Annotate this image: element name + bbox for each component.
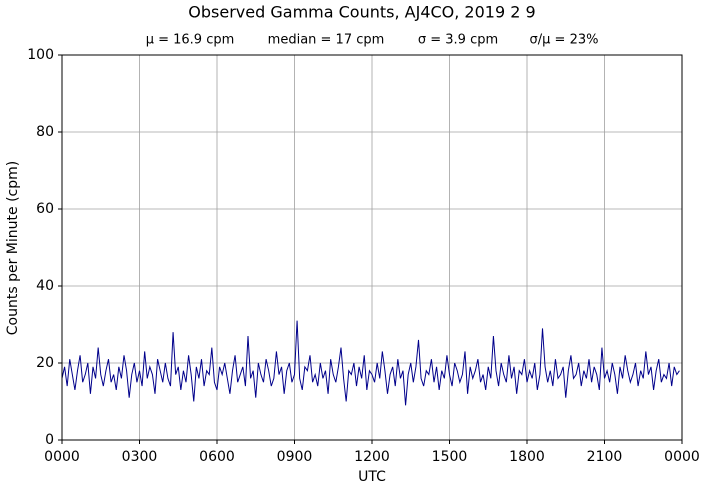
y-tick-label: 20 bbox=[36, 355, 54, 371]
x-axis-label: UTC bbox=[358, 469, 386, 485]
stat-ratio: σ/μ = 23% bbox=[530, 33, 599, 48]
plot-frame bbox=[61, 54, 683, 441]
x-tick-label: 0900 bbox=[277, 449, 313, 465]
x-tick-label: 0000 bbox=[664, 449, 700, 465]
stat-mean: μ = 16.9 cpm bbox=[146, 33, 235, 48]
y-tick-label: 40 bbox=[36, 278, 54, 294]
data-line bbox=[61, 320, 680, 406]
y-tick-label: 0 bbox=[45, 432, 54, 448]
y-tick-label: 100 bbox=[27, 47, 54, 63]
y-tick-label: 80 bbox=[36, 124, 54, 140]
x-tick-label: 2100 bbox=[587, 449, 623, 465]
y-axis-label: Counts per Minute (cpm) bbox=[5, 161, 21, 335]
x-tick-label: 1500 bbox=[432, 449, 468, 465]
x-tick-label: 1200 bbox=[354, 449, 390, 465]
stat-median: median = 17 cpm bbox=[268, 33, 385, 48]
x-tick-label: 0600 bbox=[199, 449, 235, 465]
x-tick-label: 0000 bbox=[44, 449, 80, 465]
x-tick-label: 0300 bbox=[122, 449, 158, 465]
y-tick-label: 60 bbox=[36, 201, 54, 217]
x-tick-label: 1800 bbox=[509, 449, 545, 465]
stat-sigma: σ = 3.9 cpm bbox=[418, 33, 498, 48]
chart-title: Observed Gamma Counts, AJ4CO, 2019 2 9 bbox=[188, 3, 535, 22]
